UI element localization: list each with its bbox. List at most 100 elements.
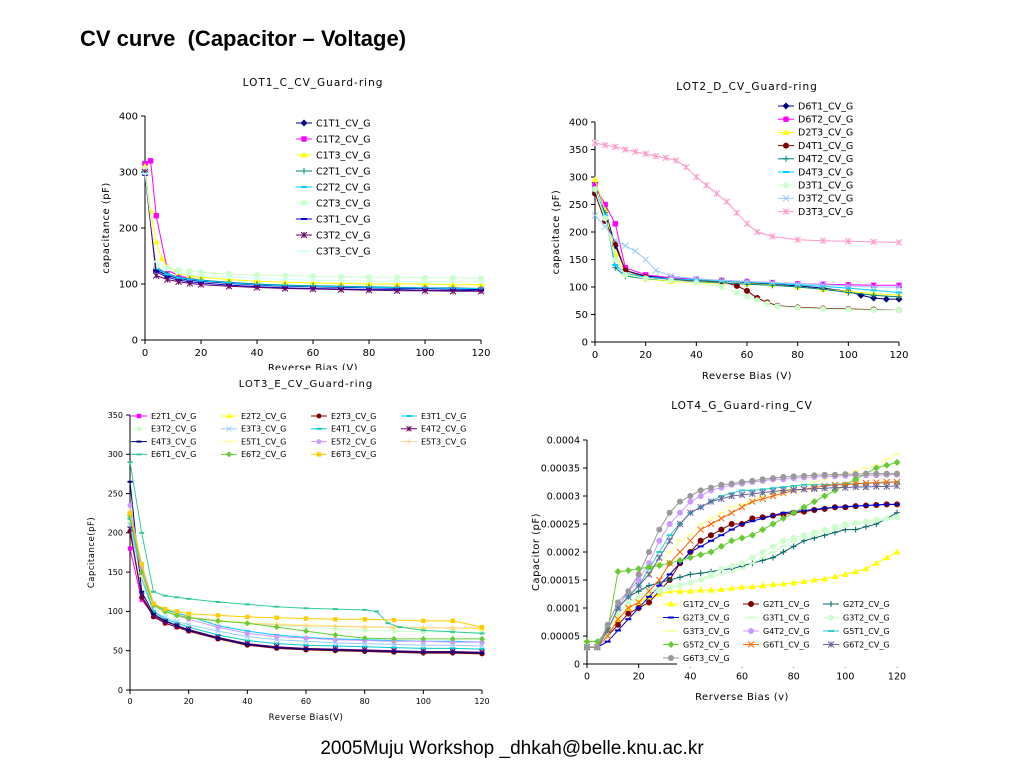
data-point: [872, 464, 880, 472]
legend-label: G3T2_CV_G: [843, 613, 890, 622]
data-point: [366, 280, 372, 283]
data-point: [893, 548, 901, 555]
series-line: [129, 481, 483, 654]
legend-label: C1T1_CV_G: [316, 118, 371, 129]
data-point: [338, 279, 344, 282]
data-point: [592, 182, 598, 188]
legend-label: G2T1_CV_G: [763, 600, 810, 609]
data-point: [794, 304, 801, 311]
series-group: [591, 139, 903, 314]
data-point: [677, 582, 683, 589]
y-axis-label: capacitace (pF): [551, 190, 562, 275]
data-point: [896, 291, 902, 294]
legend-label: C3T1_CV_G: [316, 214, 371, 225]
data-point: [624, 566, 632, 574]
legend-label: G6T2_CV_G: [843, 640, 890, 649]
data-point: [895, 239, 903, 246]
x-tick-label: 100: [415, 348, 434, 359]
data-point: [819, 281, 827, 289]
y-tick-label: 150: [108, 568, 123, 577]
data-point: [163, 606, 168, 612]
legend-swatch-marker: [406, 415, 412, 417]
data-point: [642, 275, 649, 282]
data-point: [622, 146, 629, 153]
data-point: [197, 273, 205, 280]
series-e6t1-cv-g: [127, 461, 485, 635]
data-point: [215, 617, 221, 624]
legend-swatch-marker: [748, 628, 754, 634]
data-point: [717, 542, 725, 550]
data-point: [738, 503, 746, 511]
legend-swatch-marker: [226, 451, 232, 458]
data-point: [769, 488, 777, 495]
data-point: [362, 627, 368, 633]
data-point: [687, 498, 694, 505]
data-point: [832, 506, 838, 509]
legend-label: E5T2_CV_G: [331, 437, 376, 446]
legend-swatch-marker: [827, 641, 835, 648]
x-tick-label: 20: [195, 348, 208, 359]
legend-swatch-marker: [316, 413, 322, 419]
data-point: [655, 561, 663, 569]
data-point: [601, 223, 609, 230]
data-point: [198, 274, 204, 277]
data-point: [759, 582, 767, 589]
data-point: [591, 176, 599, 183]
data-point: [583, 638, 591, 646]
series-line: [594, 142, 900, 243]
legend-swatch-marker: [783, 171, 789, 173]
data-point: [682, 163, 690, 171]
series-group: [127, 461, 485, 657]
y-tick-label: 300: [119, 168, 138, 179]
data-point: [841, 570, 849, 577]
data-point: [738, 583, 746, 590]
legend-swatch-marker: [783, 155, 789, 162]
data-point: [391, 635, 397, 642]
data-point: [611, 236, 619, 244]
chart-lot2: LOT2_D_CV_Guard-ring05010015020025030035…: [551, 81, 909, 382]
legend-swatch-marker: [783, 116, 789, 122]
y-tick-label: 250: [108, 489, 123, 498]
data-point: [303, 623, 309, 629]
y-tick-label: 100: [119, 280, 138, 291]
legend-item: E2T2_CV_G: [221, 412, 286, 421]
data-point: [591, 139, 599, 147]
data-point: [780, 545, 787, 548]
data-point: [310, 273, 316, 280]
data-point: [821, 575, 829, 582]
data-point: [845, 282, 852, 288]
data-point: [697, 487, 704, 494]
data-point: [362, 617, 367, 622]
data-point: [718, 526, 725, 533]
legend: E2T1_CV_G E2T2_CV_G E2T3_CV_G E3T1_CV_G E3T2…: [131, 412, 466, 459]
data-point: [708, 539, 714, 542]
data-point: [800, 485, 808, 493]
series-d3t2-cv-g: [591, 212, 903, 291]
data-point: [164, 276, 171, 283]
legend-swatch-marker: [316, 427, 322, 430]
y-tick-label: 150: [569, 255, 588, 266]
legend-item: G3T2_CV_G: [823, 613, 890, 622]
x-tick-label: 80: [788, 672, 800, 683]
data-point: [862, 565, 870, 572]
chart-title: LOT3_E_CV_Guard-ring: [239, 379, 373, 390]
data-point: [790, 484, 797, 487]
data-point: [449, 635, 456, 642]
data-point: [794, 236, 802, 244]
data-point: [697, 586, 705, 593]
data-point: [718, 284, 725, 290]
data-point: [801, 532, 807, 539]
data-point: [635, 599, 643, 606]
data-point: [584, 644, 590, 651]
series-line: [144, 174, 482, 292]
data-point: [174, 609, 180, 614]
legend-item: G6T1_CV_G: [743, 640, 810, 649]
data-point: [801, 483, 807, 486]
data-point: [790, 473, 797, 480]
data-point: [393, 287, 401, 295]
data-point: [820, 306, 826, 312]
legend-item: E5T1_CV_G: [221, 437, 286, 446]
y-tick-label: 300: [569, 173, 588, 184]
data-point: [821, 507, 828, 510]
data-point: [420, 629, 426, 632]
